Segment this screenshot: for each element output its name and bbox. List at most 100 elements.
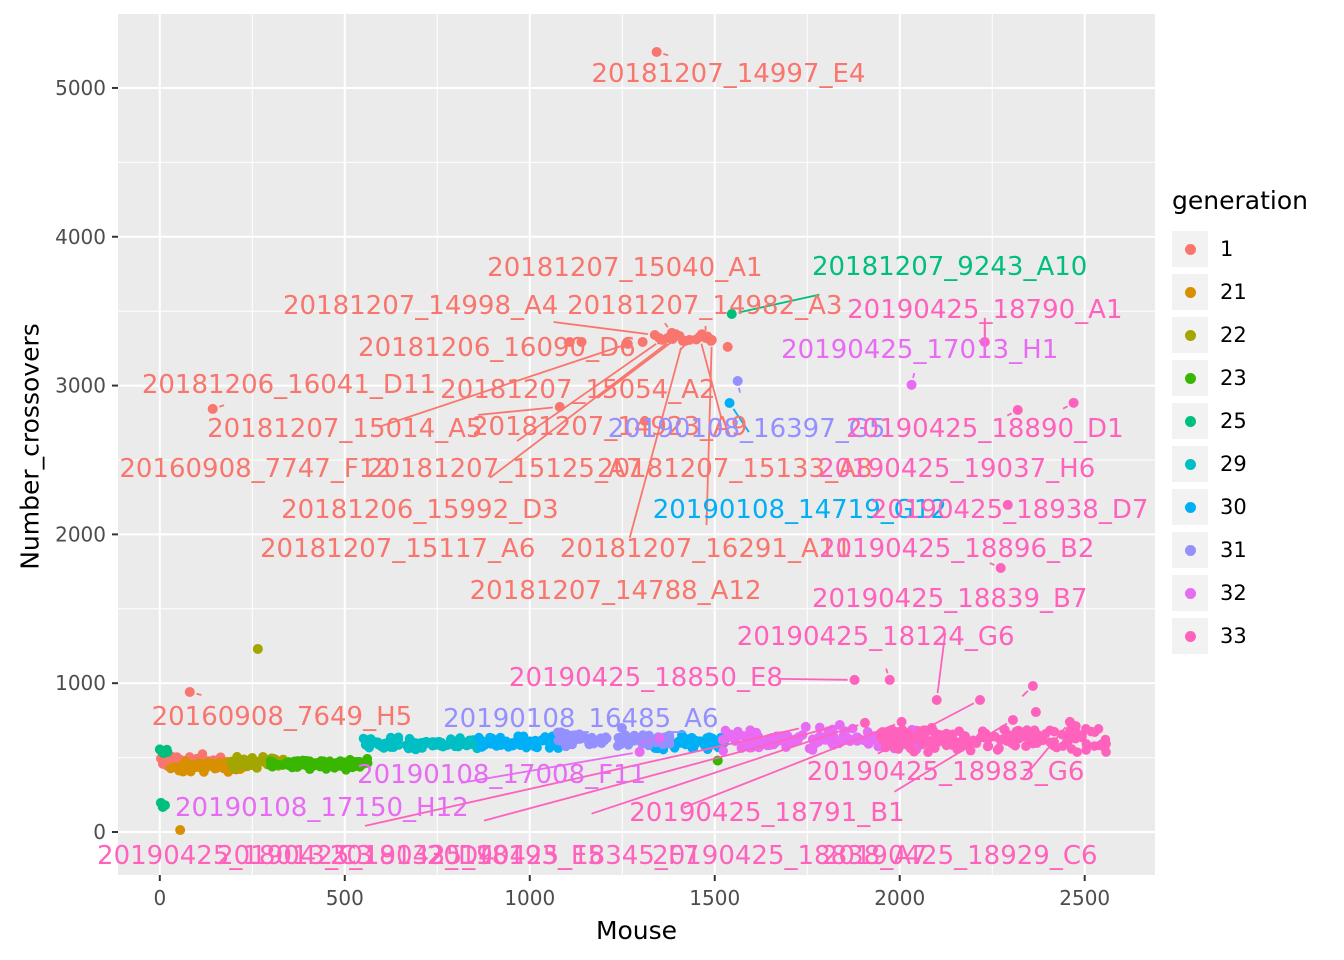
data-point bbox=[601, 733, 612, 744]
x-tick-label: 500 bbox=[326, 886, 364, 910]
legend-key-box bbox=[1172, 360, 1208, 396]
data-point bbox=[503, 742, 514, 752]
data-point bbox=[1012, 404, 1023, 415]
data-point bbox=[726, 308, 737, 319]
annotation-line bbox=[779, 677, 848, 681]
data-point bbox=[1029, 737, 1039, 748]
legend-item: 30 bbox=[1172, 489, 1308, 525]
data-point bbox=[416, 737, 427, 748]
data-point bbox=[532, 742, 542, 753]
annotation-label: 20181207_15117_A6 bbox=[260, 534, 535, 564]
data-point bbox=[849, 674, 860, 685]
y-axis-title: Number_crossovers bbox=[15, 323, 45, 570]
data-point bbox=[616, 722, 627, 733]
data-point bbox=[572, 732, 582, 743]
data-point bbox=[266, 760, 276, 771]
data-point bbox=[1000, 725, 1010, 735]
data-point bbox=[938, 735, 949, 746]
x-tick-label: 0 bbox=[153, 886, 166, 910]
legend-item: 33 bbox=[1172, 618, 1308, 654]
annotation-label: 20181207_15040_A1 bbox=[487, 253, 762, 283]
data-point bbox=[178, 766, 188, 777]
data-point bbox=[185, 759, 196, 770]
y-tick-label: 5000 bbox=[55, 76, 106, 100]
annotation-line bbox=[912, 372, 916, 379]
annotation-line bbox=[596, 339, 675, 399]
data-point bbox=[905, 736, 916, 747]
data-point bbox=[1030, 707, 1041, 718]
annotation-line bbox=[1062, 405, 1068, 410]
legend-item-label: 1 bbox=[1220, 237, 1234, 261]
legend-color-dot bbox=[1184, 587, 1196, 599]
annotation-line bbox=[705, 346, 713, 526]
legend-item-label: 29 bbox=[1220, 452, 1247, 476]
data-point bbox=[893, 727, 904, 737]
annotation-line bbox=[1006, 412, 1013, 417]
annotation-line bbox=[219, 404, 225, 408]
data-point bbox=[184, 686, 195, 697]
annotation-label: 20190425_18133_D4 bbox=[217, 841, 495, 871]
data-point bbox=[316, 758, 327, 768]
legend-color-dot bbox=[1184, 544, 1196, 556]
annotation-line bbox=[664, 322, 669, 328]
legend-color-dot bbox=[1184, 372, 1196, 384]
legend-item-label: 21 bbox=[1220, 280, 1247, 304]
annotation-label: 20190425_18124_G6 bbox=[737, 622, 1015, 652]
annotation-label: 20190425_18345_F7 bbox=[427, 841, 700, 871]
annotation-line bbox=[379, 345, 622, 428]
data-point bbox=[664, 730, 675, 741]
annotation-line bbox=[683, 723, 896, 809]
annotation-label: 20190108_16485_A6 bbox=[443, 704, 718, 734]
legend-item-label: 23 bbox=[1220, 366, 1247, 390]
annotation-line bbox=[877, 702, 975, 755]
legend-key-box bbox=[1172, 575, 1208, 611]
data-point bbox=[281, 757, 292, 768]
data-point bbox=[1101, 747, 1111, 757]
data-point bbox=[1101, 739, 1111, 749]
legend-item: 29 bbox=[1172, 446, 1308, 482]
annotation-line bbox=[656, 340, 663, 345]
x-tick-label: 2000 bbox=[874, 886, 925, 910]
annotation-label: 20190425_18890_D1 bbox=[846, 414, 1124, 444]
annotation-line bbox=[478, 406, 553, 416]
annotation-label: 20181207_14982_A3 bbox=[567, 291, 842, 321]
data-point bbox=[834, 720, 845, 731]
legend-color-dot bbox=[1184, 286, 1196, 298]
data-point bbox=[1011, 729, 1021, 739]
legend-color-dot bbox=[1184, 243, 1196, 255]
annotation-label: 20190425_18790_A1 bbox=[847, 295, 1122, 325]
annotation-line bbox=[738, 293, 820, 314]
annotation-line bbox=[989, 562, 995, 566]
data-point bbox=[154, 744, 165, 755]
annotation-line bbox=[732, 408, 750, 433]
data-point bbox=[703, 739, 714, 749]
data-point bbox=[166, 763, 176, 774]
annotation-label: 20181207_15014_A5 bbox=[207, 414, 482, 444]
data-point bbox=[880, 742, 891, 753]
data-point bbox=[637, 336, 648, 347]
legend-key-box bbox=[1172, 274, 1208, 310]
annotation-line bbox=[553, 321, 648, 335]
annotation-label: 20181207_15054_A2 bbox=[440, 375, 715, 405]
data-point bbox=[233, 756, 244, 767]
data-point bbox=[362, 758, 373, 768]
data-point bbox=[1063, 737, 1073, 748]
data-point bbox=[1065, 729, 1075, 740]
data-point bbox=[995, 563, 1006, 574]
annotation-label: 20190425_18193_E5 bbox=[330, 841, 604, 871]
data-point bbox=[1019, 727, 1029, 737]
annotation-line bbox=[628, 347, 682, 538]
data-point bbox=[876, 733, 886, 744]
data-point bbox=[360, 740, 371, 750]
legend-item-label: 33 bbox=[1220, 624, 1247, 648]
annotation-label: 20181206_15992_D3 bbox=[281, 495, 559, 525]
legend-item-label: 25 bbox=[1220, 409, 1247, 433]
data-point bbox=[301, 759, 312, 769]
legend-key-box bbox=[1172, 317, 1208, 353]
x-tick-label: 1000 bbox=[504, 886, 555, 910]
data-point bbox=[576, 336, 587, 347]
legend-item-label: 30 bbox=[1220, 495, 1247, 519]
annotation-label: 20181207_15133_A8 bbox=[597, 454, 872, 484]
data-point bbox=[983, 741, 994, 751]
data-point bbox=[717, 735, 728, 745]
